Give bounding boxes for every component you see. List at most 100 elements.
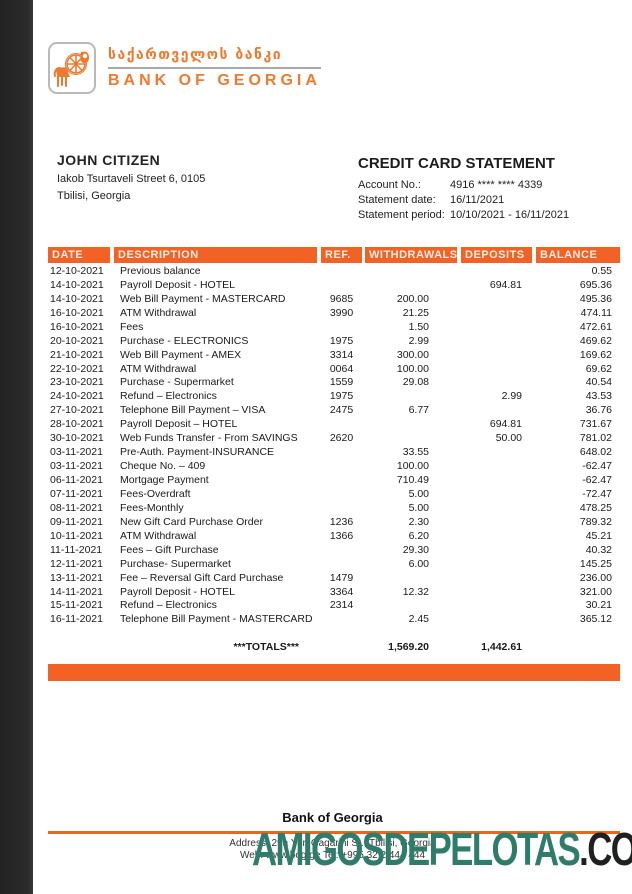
totals-label: ***TOTALS*** xyxy=(233,641,299,654)
header-description: DESCRIPTION xyxy=(114,247,317,263)
cell-balance: 36.76 xyxy=(585,404,612,417)
table-row: 28-10-2021 Payroll Deposit – HOTEL 694.8… xyxy=(48,417,620,431)
table-row: 12-10-2021 Previous balance 0.55 xyxy=(48,264,620,278)
cell-withdrawal: 6.77 xyxy=(408,404,429,417)
bank-logo: საქართველოს ბანკი BANK OF GEORGIA xyxy=(48,42,321,94)
cell-balance: 469.62 xyxy=(579,334,612,347)
cell-date: 21-10-2021 xyxy=(50,348,104,361)
cell-date: 06-11-2021 xyxy=(50,474,103,487)
cell-description: Web Bill Payment - MASTERCARD xyxy=(120,292,286,305)
statement-title: CREDIT CARD STATEMENT xyxy=(358,155,555,172)
watermark: AMIGOSDEPELOTAS.COM xyxy=(252,824,632,877)
table-header-row: DATE DESCRIPTION REF. WITHDRAWALS DEPOSI… xyxy=(48,247,620,263)
cell-date: 23-10-2021 xyxy=(50,376,104,389)
cell-description: Previous balance xyxy=(120,264,201,277)
table-row: 22-10-2021 ATM Withdrawal 0064 100.00 69… xyxy=(48,362,620,376)
table-row: 23-10-2021 Purchase - Supermarket 1559 2… xyxy=(48,376,620,390)
cell-withdrawal: 2.99 xyxy=(408,334,429,347)
cell-description: Fees – Gift Purchase xyxy=(120,543,219,556)
cell-date: 13-11-2021 xyxy=(50,571,103,584)
cell-ref: 1975 xyxy=(329,390,354,403)
cell-balance: 731.67 xyxy=(579,418,612,431)
table-row: 16-10-2021 Fees 1.50 472.61 xyxy=(48,320,620,334)
cell-date: 14-10-2021 xyxy=(50,292,104,305)
cell-balance: 321.00 xyxy=(579,585,612,598)
statement-field-date: Statement date: 16/11/2021 xyxy=(358,194,628,206)
cell-description: Mortgage Payment xyxy=(120,474,209,487)
table-row: 14-10-2021 Web Bill Payment - MASTERCARD… xyxy=(48,292,620,306)
totals-row: ***TOTALS*** 1,569.20 1,442.61 xyxy=(48,640,620,654)
table-row: 03-11-2021 Pre-Auth. Payment-INSURANCE 3… xyxy=(48,445,620,459)
cell-description: Refund – Electronics xyxy=(120,599,217,612)
totals-deposits: 1,442.61 xyxy=(481,641,522,654)
customer-address-line1: Iakob Tsurtaveli Street 6, 0105 xyxy=(57,173,206,185)
cell-balance: 145.25 xyxy=(579,557,612,570)
table-row: 30-10-2021 Web Funds Transfer - From SAV… xyxy=(48,431,620,445)
customer-info: JOHN CITIZEN Iakob Tsurtaveli Street 6, … xyxy=(57,152,205,202)
cell-balance: 40.54 xyxy=(585,376,612,389)
cell-description: Purchase - ELECTRONICS xyxy=(120,334,249,347)
cell-withdrawal: 21.25 xyxy=(402,306,429,319)
cell-balance: 695.36 xyxy=(579,278,612,291)
cell-ref: 1559 xyxy=(329,376,354,389)
cell-date: 20-10-2021 xyxy=(50,334,104,347)
cell-date: 09-11-2021 xyxy=(50,515,103,528)
cell-date: 24-10-2021 xyxy=(50,390,104,403)
cell-description: Payroll Deposit - HOTEL xyxy=(120,585,235,598)
cell-balance: 781.02 xyxy=(579,432,612,445)
header-deposits: DEPOSITS xyxy=(461,247,532,263)
cell-deposit: 694.81 xyxy=(489,278,522,291)
cell-date: 10-11-2021 xyxy=(50,529,103,542)
cell-withdrawal: 1.50 xyxy=(408,320,429,333)
cell-description: Fees-Overdraft xyxy=(120,487,191,500)
cell-ref: 2475 xyxy=(329,404,354,417)
table-row: 27-10-2021 Telephone Bill Payment – VISA… xyxy=(48,403,620,417)
cell-description: Telephone Bill Payment – VISA xyxy=(120,404,266,417)
table-row: 16-10-2021 ATM Withdrawal 3990 21.25 474… xyxy=(48,306,620,320)
cell-balance: 40.32 xyxy=(585,543,612,556)
cell-deposit: 50.00 xyxy=(495,432,522,445)
table-row: 08-11-2021 Fees-Monthly 5.00 478.25 xyxy=(48,501,620,515)
cell-description: ATM Withdrawal xyxy=(120,306,197,319)
footer-contact: Address: 29a Yuri Gagarini St., Tbilisi,… xyxy=(33,838,632,862)
table-row: 06-11-2021 Mortgage Payment 710.49 -62.4… xyxy=(48,473,620,487)
header-balance: BALANCE xyxy=(536,247,620,263)
cell-withdrawal: 5.00 xyxy=(408,501,429,514)
cell-description: Fees-Monthly xyxy=(120,501,184,514)
table-row: 12-11-2021 Purchase- Supermarket 6.00 14… xyxy=(48,557,620,571)
cell-date: 30-10-2021 xyxy=(50,432,104,445)
cell-balance: 365.12 xyxy=(579,613,612,626)
watermark-main: AMIGOSDEPELOTAS xyxy=(252,824,581,876)
cell-ref: 1366 xyxy=(329,529,354,542)
table-row: 09-11-2021 New Gift Card Purchase Order … xyxy=(48,515,620,529)
cell-balance: 474.11 xyxy=(580,306,612,319)
cell-ref: 3364 xyxy=(329,585,354,598)
cell-balance: 0.55 xyxy=(591,264,612,277)
cell-description: Fees xyxy=(120,320,144,333)
statement-period-label: Statement period: xyxy=(358,209,445,221)
cell-date: 12-10-2021 xyxy=(50,264,104,277)
table-row: 21-10-2021 Web Bill Payment - AMEX 3314 … xyxy=(48,348,620,362)
cell-balance: 495.36 xyxy=(579,292,612,305)
cell-withdrawal: 5.00 xyxy=(408,487,429,500)
cell-ref: 3314 xyxy=(329,348,354,361)
cell-balance: -62.47 xyxy=(582,460,612,473)
statement-page: საქართველოს ბანკი BANK OF GEORGIA JOHN C… xyxy=(33,0,632,894)
cell-description: Payroll Deposit – HOTEL xyxy=(120,418,238,431)
watermark-suffix: .COM xyxy=(579,824,632,876)
cell-balance: 43.53 xyxy=(585,390,612,403)
totals-withdrawals: 1,569.20 xyxy=(388,641,429,654)
cell-balance: 472.61 xyxy=(579,320,612,333)
header-withdrawals: WITHDRAWALS xyxy=(365,247,457,263)
cell-description: ATM Withdrawal xyxy=(120,362,197,375)
cell-ref: 2620 xyxy=(329,432,354,445)
footer-bank-name: Bank of Georgia xyxy=(282,810,383,825)
table-row: 10-11-2021 ATM Withdrawal 1366 6.20 45.2… xyxy=(48,529,620,543)
cell-description: Web Bill Payment - AMEX xyxy=(120,348,242,361)
cell-date: 03-11-2021 xyxy=(50,446,103,459)
cell-description: Purchase- Supermarket xyxy=(120,557,231,570)
cell-date: 28-10-2021 xyxy=(50,418,104,431)
cell-date: 16-10-2021 xyxy=(50,320,104,333)
bank-name-english: BANK OF GEORGIA xyxy=(108,71,321,89)
customer-address-line2: Tbilisi, Georgia xyxy=(57,190,131,202)
